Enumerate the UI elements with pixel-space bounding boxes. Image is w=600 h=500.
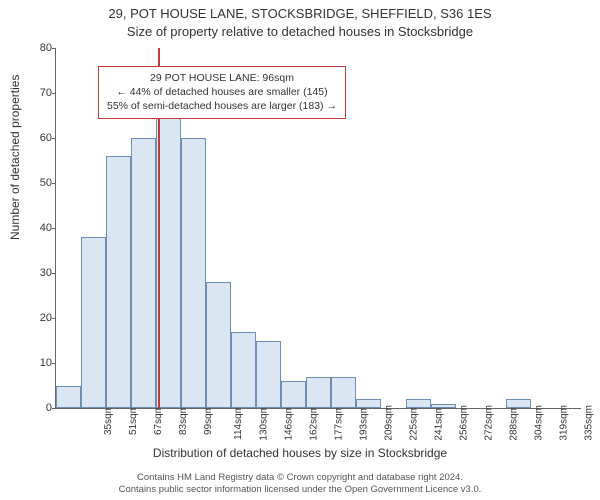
histogram-bar <box>81 237 106 408</box>
x-tick-label: 99sqm <box>203 405 214 435</box>
histogram-bar <box>506 399 531 408</box>
chart-container: 29, POT HOUSE LANE, STOCKSBRIDGE, SHEFFI… <box>0 0 600 500</box>
y-tick-label: 0 <box>24 402 52 414</box>
y-tick-label: 60 <box>24 132 52 144</box>
y-tick-mark <box>52 318 56 319</box>
x-tick-label: 209sqm <box>383 405 394 441</box>
y-tick-label: 50 <box>24 177 52 189</box>
x-axis-label: Distribution of detached houses by size … <box>0 446 600 460</box>
x-tick-label: 256sqm <box>458 405 469 441</box>
x-tick-label: 272sqm <box>483 405 494 441</box>
x-tick-label: 51sqm <box>128 405 139 435</box>
y-tick-label: 20 <box>24 312 52 324</box>
y-tick-label: 70 <box>24 87 52 99</box>
x-tick-label: 225sqm <box>408 405 419 441</box>
x-tick-label: 304sqm <box>533 405 544 441</box>
y-tick-mark <box>52 408 56 409</box>
histogram-bar <box>106 156 131 408</box>
y-tick-label: 10 <box>24 357 52 369</box>
x-tick-label: 146sqm <box>283 405 294 441</box>
histogram-bar <box>281 381 306 408</box>
y-axis-label: Number of detached properties <box>8 75 22 240</box>
histogram-bar <box>56 386 81 409</box>
y-tick-mark <box>52 93 56 94</box>
x-tick-label: 162sqm <box>308 405 319 441</box>
histogram-bar <box>331 377 356 409</box>
x-tick-label: 114sqm <box>232 405 243 440</box>
annotation-line: ← 44% of detached houses are smaller (14… <box>107 85 337 99</box>
caption: Contains HM Land Registry data © Crown c… <box>0 472 600 496</box>
x-tick-label: 288sqm <box>508 405 519 441</box>
histogram-bar <box>231 332 256 409</box>
x-tick-label: 193sqm <box>358 405 369 441</box>
y-tick-mark <box>52 138 56 139</box>
title-line-2: Size of property relative to detached ho… <box>0 24 600 39</box>
x-tick-label: 35sqm <box>103 405 114 435</box>
caption-line-2: Contains public sector information licen… <box>119 484 482 495</box>
annotation-box: 29 POT HOUSE LANE: 96sqm← 44% of detache… <box>98 66 346 119</box>
plot-area: 0102030405060708035sqm51sqm67sqm83sqm99s… <box>55 48 581 409</box>
y-tick-label: 80 <box>24 42 52 54</box>
title-line-1: 29, POT HOUSE LANE, STOCKSBRIDGE, SHEFFI… <box>0 6 600 21</box>
y-tick-mark <box>52 273 56 274</box>
annotation-line: 29 POT HOUSE LANE: 96sqm <box>107 71 337 85</box>
x-tick-label: 83sqm <box>178 405 189 435</box>
annotation-line: 55% of semi-detached houses are larger (… <box>107 99 337 113</box>
histogram-bar <box>206 282 231 408</box>
y-tick-mark <box>52 363 56 364</box>
y-tick-mark <box>52 48 56 49</box>
histogram-bar <box>431 404 456 409</box>
histogram-bar <box>306 377 331 409</box>
x-tick-label: 67sqm <box>153 405 164 435</box>
histogram-bar <box>131 138 156 408</box>
x-tick-label: 177sqm <box>333 405 344 441</box>
x-tick-label: 241sqm <box>433 405 444 441</box>
x-tick-label: 335sqm <box>583 405 594 441</box>
caption-line-1: Contains HM Land Registry data © Crown c… <box>137 472 463 483</box>
x-tick-label: 130sqm <box>258 405 269 441</box>
histogram-bar <box>356 399 381 408</box>
y-tick-label: 30 <box>24 267 52 279</box>
y-tick-mark <box>52 183 56 184</box>
histogram-bar <box>181 138 206 408</box>
histogram-bar <box>406 399 431 408</box>
histogram-bar <box>256 341 281 409</box>
x-tick-label: 319sqm <box>558 405 569 441</box>
y-tick-label: 40 <box>24 222 52 234</box>
y-tick-mark <box>52 228 56 229</box>
